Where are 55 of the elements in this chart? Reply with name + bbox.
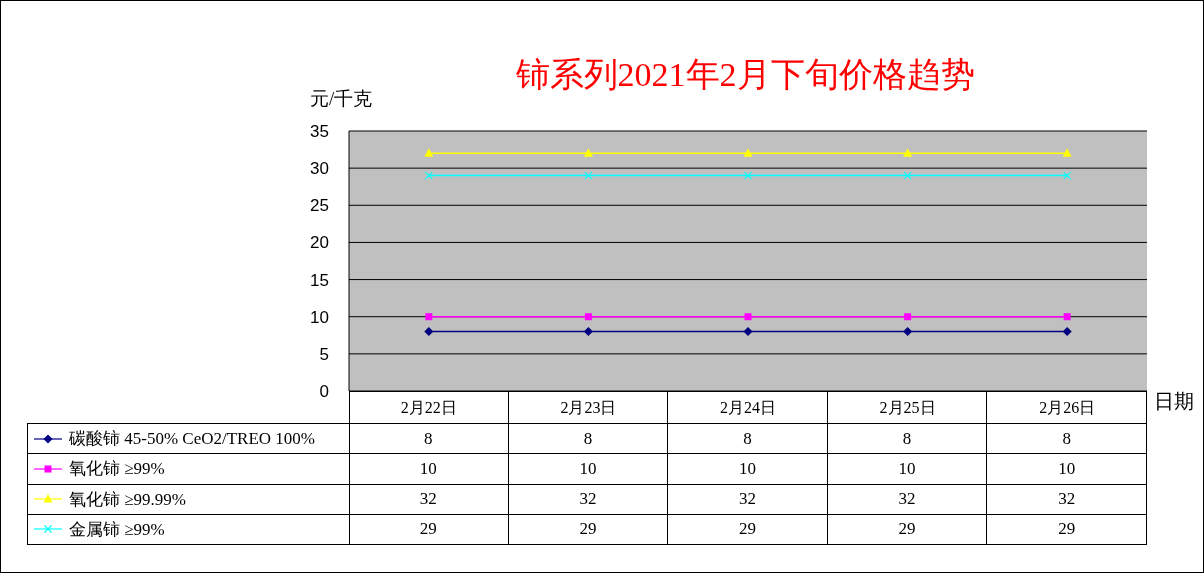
y-tick-label: 0 bbox=[319, 382, 329, 402]
x-tick-label: 2月22日 bbox=[400, 399, 457, 416]
point bbox=[583, 148, 593, 157]
data-label: 8 bbox=[508, 424, 669, 455]
data-label: 10 bbox=[668, 454, 828, 485]
point bbox=[1063, 313, 1071, 321]
point bbox=[904, 313, 912, 321]
point bbox=[425, 313, 433, 321]
x-tick-label: 2月25日 bbox=[879, 399, 936, 416]
y-tick-label: 15 bbox=[310, 270, 329, 290]
data-label: 29 bbox=[827, 514, 988, 545]
data-label: 32 bbox=[827, 484, 988, 515]
point bbox=[1062, 148, 1072, 157]
chart-title: 铈系列2021年2月下旬价格趋势 bbox=[514, 55, 976, 95]
x-tick-label: 2月24日 bbox=[720, 399, 776, 416]
x-axis-title: 日期 bbox=[1154, 389, 1194, 414]
data-label: 8 bbox=[349, 424, 509, 455]
y-tick-label: 25 bbox=[310, 196, 329, 216]
y-axis-title: 元/千克 bbox=[310, 87, 373, 111]
y-tick-label: 30 bbox=[310, 159, 329, 179]
data-label: 32 bbox=[668, 484, 828, 515]
data-label: 10 bbox=[508, 454, 669, 485]
point bbox=[743, 327, 753, 337]
point bbox=[584, 313, 592, 321]
data-label: 32 bbox=[508, 484, 669, 515]
data-label: 32 bbox=[349, 484, 509, 515]
point bbox=[743, 148, 753, 157]
x-tick-label: 2月23日 bbox=[560, 399, 617, 416]
y-tick-label: 10 bbox=[310, 307, 329, 327]
point bbox=[744, 313, 752, 321]
data-label: 8 bbox=[827, 424, 988, 455]
data-label: 29 bbox=[349, 514, 509, 545]
point bbox=[424, 327, 434, 337]
data-label: 10 bbox=[827, 454, 988, 485]
data-label: 8 bbox=[668, 424, 828, 455]
legend-label: 金属铈 ≥99% bbox=[69, 518, 165, 541]
y-tick-label: 5 bbox=[319, 344, 329, 364]
legend-label: 碳酸铈 45-50% CeO2/TREO 100% bbox=[69, 428, 316, 451]
data-label: 10 bbox=[987, 454, 1147, 485]
point bbox=[583, 327, 593, 337]
point bbox=[1062, 327, 1072, 337]
y-tick-label: 20 bbox=[310, 233, 329, 253]
data-label: 8 bbox=[987, 424, 1147, 455]
legend-label: 氧化铈 ≥99% bbox=[69, 458, 165, 481]
data-label: 29 bbox=[668, 514, 828, 545]
y-tick-label: 35 bbox=[310, 122, 329, 142]
data-label: 29 bbox=[987, 514, 1147, 545]
point bbox=[903, 148, 913, 157]
point bbox=[424, 148, 434, 157]
data-label: 32 bbox=[987, 484, 1147, 515]
data-label: 29 bbox=[508, 514, 669, 545]
x-tick-label: 2月26日 bbox=[1039, 399, 1096, 416]
data-label: 10 bbox=[349, 454, 509, 485]
point bbox=[903, 327, 913, 337]
legend-label: 氧化铈 ≥99.99% bbox=[69, 488, 186, 511]
